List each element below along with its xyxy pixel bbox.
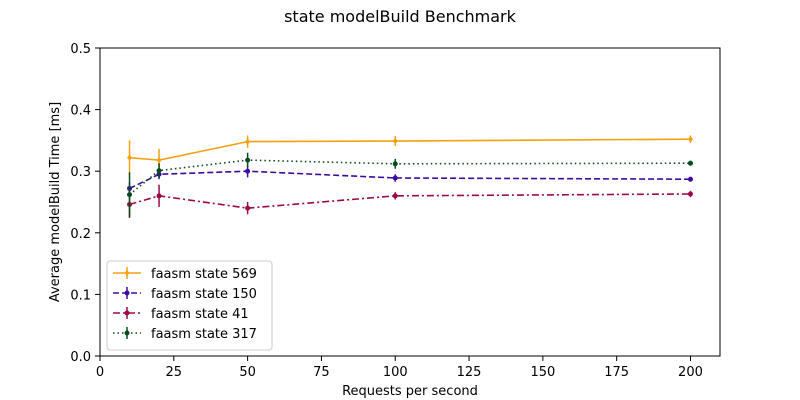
x-tick-label: 200	[678, 365, 703, 380]
y-tick-label: 0.5	[70, 42, 91, 57]
y-tick-label: 0.2	[70, 227, 91, 242]
data-point	[688, 135, 693, 143]
data-point	[245, 138, 251, 145]
y-tick-label: 0.3	[70, 165, 91, 180]
y-axis-label: Average modelBuild Time [ms]	[48, 102, 63, 302]
x-tick-label: 100	[383, 365, 408, 380]
data-point	[392, 193, 398, 199]
data-point	[687, 191, 693, 197]
legend: faasm state 569 faasm state 150 faasm stat…	[106, 260, 273, 351]
legend-label: faasm state 150	[151, 287, 257, 302]
series-3	[127, 184, 693, 219]
data-point	[127, 154, 132, 161]
y-tick-label: 0.0	[70, 350, 91, 365]
legend-entry: faasm state 569	[113, 267, 257, 282]
x-tick-label: 25	[166, 365, 183, 380]
data-point	[156, 168, 162, 174]
x-tick-label: 75	[313, 365, 330, 380]
legend-box	[106, 260, 273, 351]
x-axis-label: Requests per second	[342, 384, 478, 399]
legend-marker	[124, 269, 130, 277]
legend-label: faasm state 569	[151, 267, 257, 282]
x-axis: 0 25 50 75 100 125 150 175 200	[96, 356, 703, 380]
series-1	[127, 135, 693, 175]
data-point	[392, 137, 398, 145]
legend-label: faasm state 41	[151, 307, 249, 322]
data-point	[392, 175, 398, 181]
data-point	[245, 205, 251, 211]
data-point	[392, 161, 398, 167]
data-point	[245, 157, 251, 163]
legend-marker	[124, 330, 130, 336]
legend-marker	[124, 310, 130, 316]
data-point	[156, 156, 162, 164]
x-tick-label: 175	[604, 365, 629, 380]
legend-marker	[124, 290, 130, 296]
x-tick-label: 125	[457, 365, 482, 380]
series-4	[127, 152, 693, 217]
plot-area	[127, 135, 693, 219]
data-point	[127, 192, 133, 198]
x-tick-label: 0	[96, 365, 104, 380]
x-tick-label: 150	[530, 365, 555, 380]
x-tick-label: 50	[239, 365, 256, 380]
data-point	[687, 176, 693, 182]
chart-title: state modelBuild Benchmark	[284, 7, 517, 26]
plot-frame	[99, 47, 721, 357]
legend-entry: faasm state 150	[113, 287, 257, 302]
data-point	[156, 193, 162, 199]
legend-label: faasm state 317	[151, 327, 257, 342]
y-axis: 0.0 0.1 0.2 0.3 0.4 0.5	[70, 42, 100, 365]
data-point	[245, 168, 251, 174]
y-tick-label: 0.1	[70, 288, 91, 303]
legend-entry: faasm state 317	[113, 327, 257, 342]
data-point	[687, 160, 693, 166]
legend-entry: faasm state 41	[113, 307, 249, 322]
y-tick-label: 0.4	[70, 104, 91, 119]
